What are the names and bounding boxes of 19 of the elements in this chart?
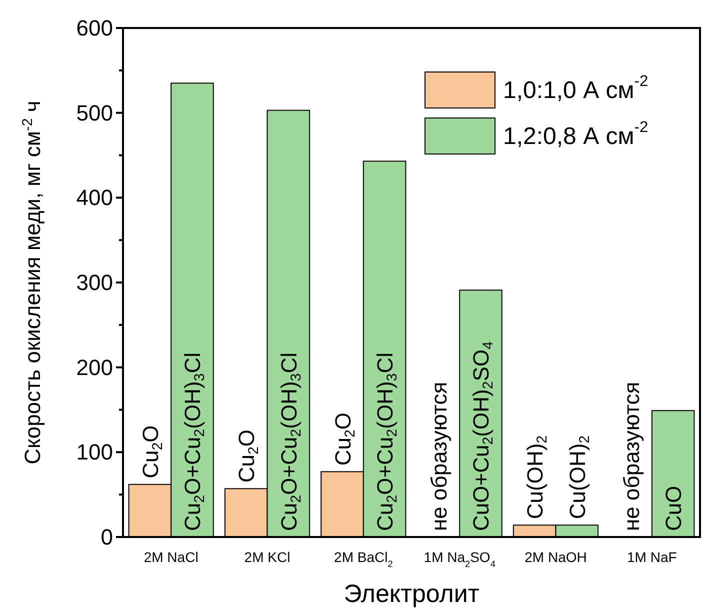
x-axis-title: Электролит: [344, 580, 480, 608]
x-tick-label: 2M KCl: [244, 549, 290, 565]
y-tick-label: 200: [76, 354, 113, 380]
y-tick-label: 600: [76, 16, 113, 40]
y-tick-label: 0: [100, 524, 113, 550]
x-tick-label: 1M Na$_{2}$SO$_{4}$: [424, 549, 496, 569]
annotation: не образуются: [618, 382, 644, 531]
y-tick-label: 400: [76, 185, 113, 210]
x-tick-label: 1M NaF: [627, 549, 677, 565]
x-tick-label: 2M NaOH: [524, 549, 587, 565]
y-tick-label: 300: [76, 270, 113, 295]
annotation: не образуются: [426, 382, 451, 531]
legend-label: 1,0:1,0 А см$^{-2}$: [503, 73, 648, 104]
x-tick-label: 2M BaCl$_{2}$: [334, 549, 393, 569]
x-tick-label: 2M NaCl: [144, 549, 198, 565]
legend-label: 1,2:0,8 А см$^{-2}$: [503, 119, 648, 150]
annotation: CuO: [660, 486, 686, 531]
y-tick-label: 100: [76, 440, 113, 465]
y-tick-label: 500: [76, 100, 113, 126]
